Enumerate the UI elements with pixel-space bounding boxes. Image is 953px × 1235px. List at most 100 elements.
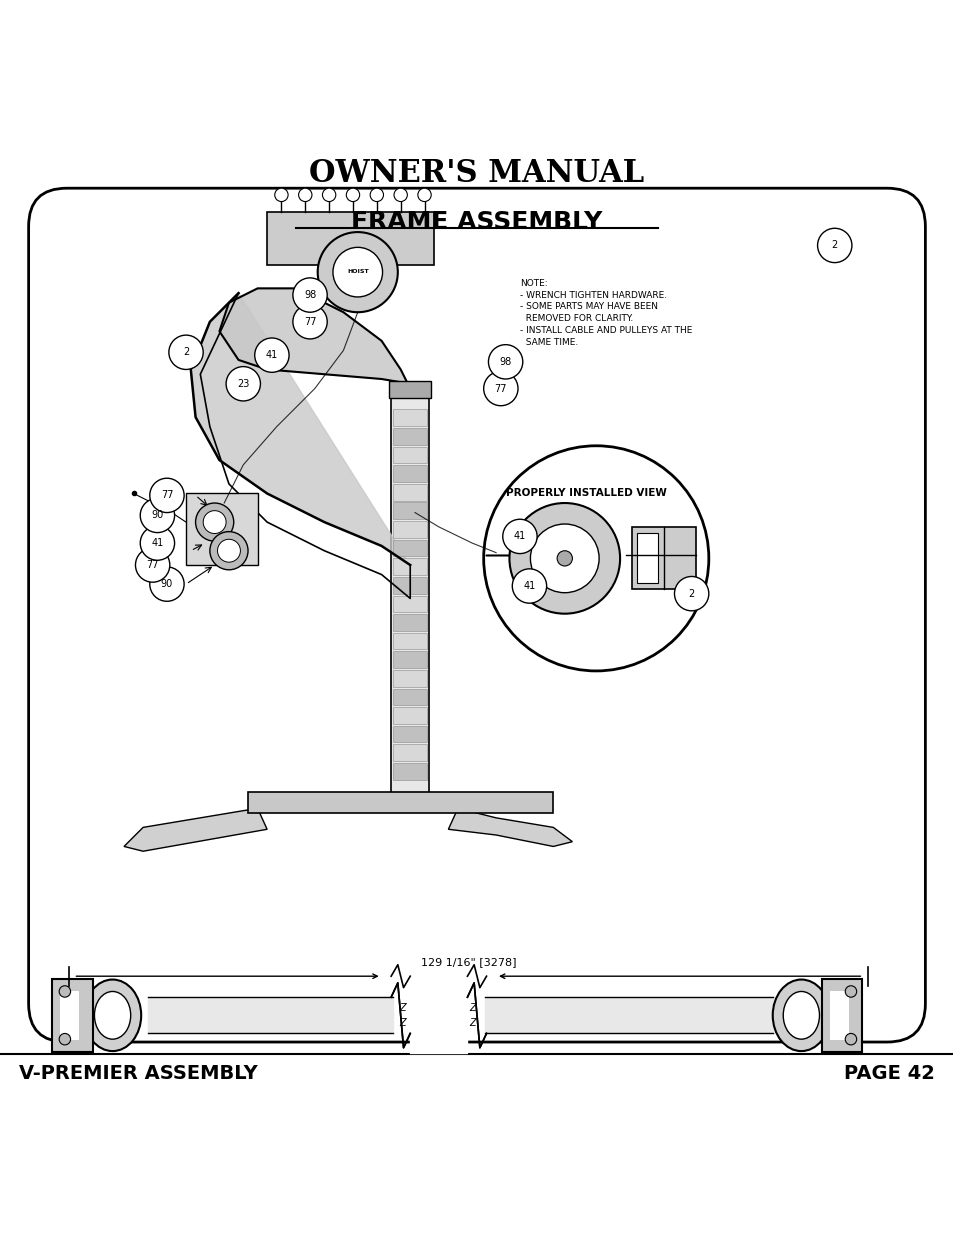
Circle shape (169, 335, 203, 369)
FancyBboxPatch shape (393, 595, 427, 613)
Text: 23: 23 (237, 379, 249, 389)
FancyBboxPatch shape (393, 558, 427, 576)
Circle shape (512, 569, 546, 603)
Text: OWNER'S MANUAL: OWNER'S MANUAL (309, 158, 644, 189)
Circle shape (346, 188, 359, 201)
Circle shape (210, 531, 248, 569)
Circle shape (509, 503, 619, 614)
Text: FRAME ASSEMBLY: FRAME ASSEMBLY (351, 210, 602, 233)
Polygon shape (219, 288, 410, 389)
Circle shape (317, 232, 397, 312)
FancyBboxPatch shape (631, 527, 696, 589)
Circle shape (150, 567, 184, 601)
FancyBboxPatch shape (393, 689, 427, 705)
FancyBboxPatch shape (393, 632, 427, 650)
Circle shape (254, 338, 289, 372)
Text: 2: 2 (831, 241, 837, 251)
Circle shape (135, 548, 170, 582)
Text: Z: Z (469, 1018, 475, 1028)
Circle shape (817, 228, 851, 263)
Text: 98: 98 (304, 290, 315, 300)
Ellipse shape (94, 992, 131, 1039)
Circle shape (293, 278, 327, 312)
FancyBboxPatch shape (393, 410, 427, 426)
Text: 77: 77 (494, 384, 507, 394)
Circle shape (483, 446, 708, 671)
Text: 41: 41 (266, 351, 277, 361)
FancyBboxPatch shape (186, 494, 257, 566)
FancyBboxPatch shape (393, 577, 427, 594)
Circle shape (298, 188, 312, 201)
FancyBboxPatch shape (393, 503, 427, 519)
Circle shape (203, 510, 226, 534)
Text: 2: 2 (688, 589, 694, 599)
FancyBboxPatch shape (267, 212, 434, 264)
Circle shape (293, 305, 327, 338)
FancyBboxPatch shape (821, 979, 862, 1051)
Text: 2: 2 (183, 347, 189, 357)
FancyBboxPatch shape (393, 540, 427, 557)
FancyBboxPatch shape (389, 380, 431, 398)
Text: 77: 77 (160, 490, 173, 500)
Circle shape (483, 372, 517, 406)
Text: Z: Z (399, 1018, 405, 1028)
Text: 77: 77 (146, 559, 159, 571)
Polygon shape (124, 808, 267, 851)
Circle shape (674, 577, 708, 611)
Text: HOIST: HOIST (347, 269, 368, 274)
Circle shape (488, 345, 522, 379)
FancyBboxPatch shape (393, 669, 427, 687)
Circle shape (557, 551, 572, 566)
Circle shape (150, 478, 184, 513)
Text: Z: Z (399, 1003, 405, 1013)
Circle shape (322, 188, 335, 201)
FancyBboxPatch shape (391, 398, 429, 808)
FancyBboxPatch shape (393, 726, 427, 742)
Ellipse shape (84, 979, 141, 1051)
Polygon shape (191, 293, 410, 566)
Text: 41: 41 (514, 531, 525, 541)
FancyBboxPatch shape (393, 429, 427, 445)
Text: 90: 90 (161, 579, 172, 589)
Circle shape (217, 540, 240, 562)
Circle shape (333, 247, 382, 296)
FancyBboxPatch shape (393, 763, 427, 779)
FancyBboxPatch shape (393, 466, 427, 482)
Circle shape (844, 986, 856, 997)
FancyBboxPatch shape (393, 708, 427, 724)
Circle shape (417, 188, 431, 201)
Circle shape (844, 1034, 856, 1045)
FancyBboxPatch shape (637, 532, 658, 583)
Text: PROPERLY INSTALLED VIEW: PROPERLY INSTALLED VIEW (506, 489, 666, 499)
Ellipse shape (772, 979, 829, 1051)
Circle shape (502, 519, 537, 553)
FancyBboxPatch shape (52, 979, 92, 1051)
Text: 98: 98 (499, 357, 511, 367)
Text: PAGE 42: PAGE 42 (843, 1065, 934, 1083)
Polygon shape (448, 808, 572, 846)
Text: NOTE:
- WRENCH TIGHTEN HARDWARE.
- SOME PARTS MAY HAVE BEEN
  REMOVED FOR CLARIT: NOTE: - WRENCH TIGHTEN HARDWARE. - SOME … (519, 279, 692, 347)
Circle shape (370, 188, 383, 201)
Circle shape (140, 526, 174, 561)
Text: 77: 77 (303, 316, 316, 327)
Text: 90: 90 (152, 510, 163, 520)
Circle shape (195, 503, 233, 541)
Text: 129 1/16" [3278]: 129 1/16" [3278] (420, 957, 516, 967)
Circle shape (59, 986, 71, 997)
FancyBboxPatch shape (393, 484, 427, 500)
FancyBboxPatch shape (393, 651, 427, 668)
Circle shape (140, 498, 174, 532)
Text: Z: Z (469, 1003, 475, 1013)
FancyBboxPatch shape (29, 188, 924, 1042)
FancyBboxPatch shape (393, 614, 427, 631)
FancyBboxPatch shape (393, 521, 427, 537)
FancyBboxPatch shape (60, 990, 79, 1040)
Circle shape (59, 1034, 71, 1045)
Ellipse shape (782, 992, 819, 1039)
Text: 41: 41 (523, 580, 535, 592)
Circle shape (274, 188, 288, 201)
Text: 41: 41 (152, 538, 163, 548)
FancyBboxPatch shape (248, 792, 553, 813)
Circle shape (530, 524, 598, 593)
Circle shape (394, 188, 407, 201)
